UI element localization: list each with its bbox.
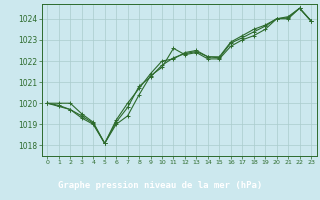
Text: Graphe pression niveau de la mer (hPa): Graphe pression niveau de la mer (hPa) [58, 182, 262, 190]
